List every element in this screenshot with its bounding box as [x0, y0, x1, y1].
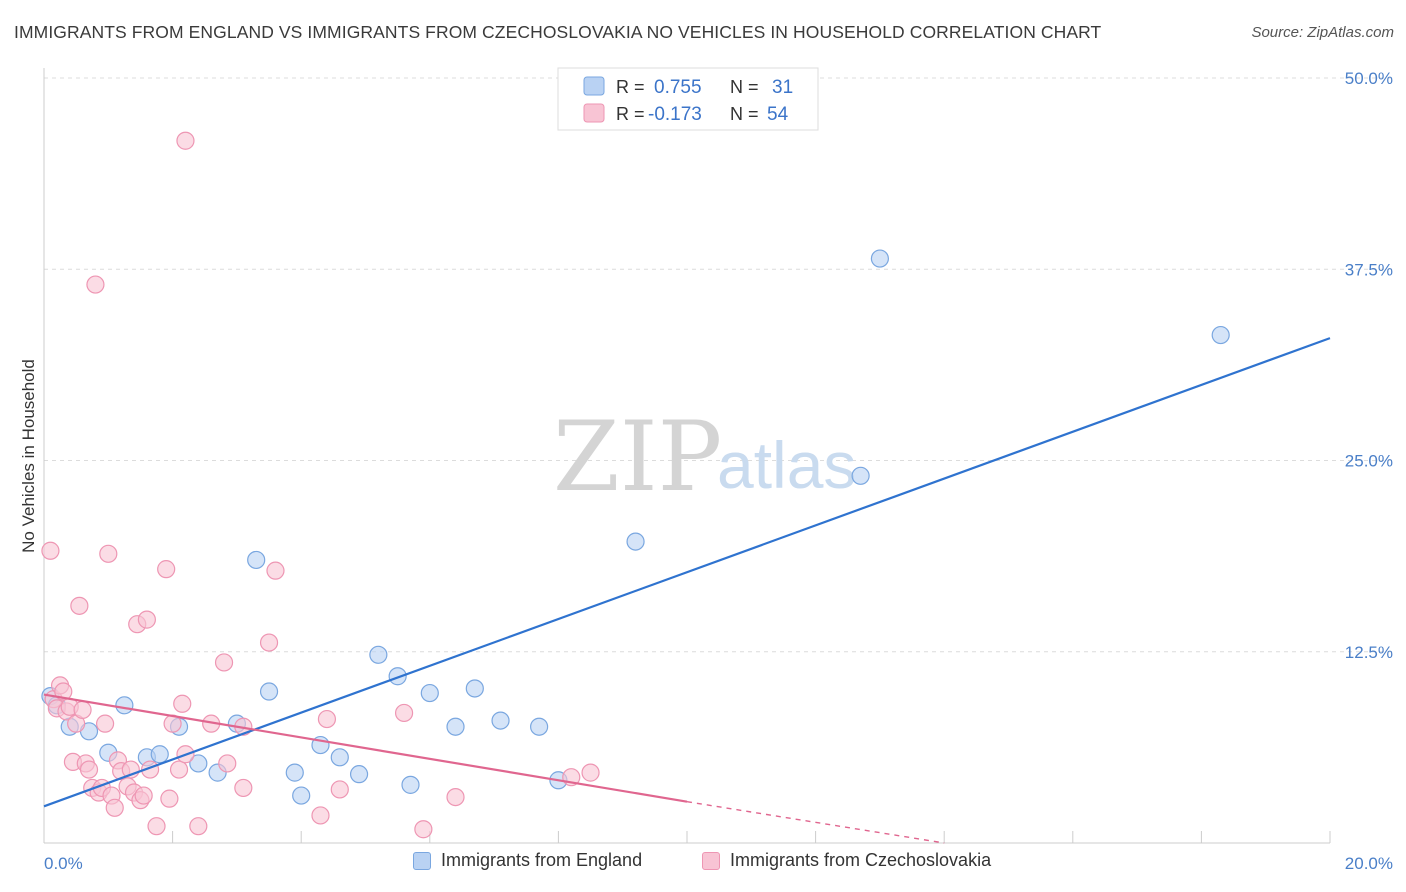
stats-legend: R = 0.755 N = 31 R = -0.173 N = 54	[557, 67, 819, 131]
watermark-zip: ZIP	[553, 401, 722, 513]
watermark: ZIP atlas	[553, 401, 856, 513]
legend-swatch-czech	[583, 103, 605, 123]
czech-trend-line	[43, 693, 688, 803]
legend-swatch-england-bottom	[413, 851, 431, 870]
legend-n-label-czech: N =	[730, 104, 759, 124]
czech-point	[79, 760, 99, 779]
y-tick-label: 12.5%	[1345, 643, 1393, 662]
england-point	[851, 466, 870, 485]
czech-point	[189, 817, 208, 836]
czech-trend-extension	[686, 800, 945, 844]
england-point	[247, 550, 266, 570]
england-point	[530, 717, 549, 736]
legend-r-value-england: 0.755	[654, 77, 702, 98]
y-tick-label: 50.0%	[1345, 69, 1393, 88]
czech-point	[54, 682, 73, 701]
trend-lines	[43, 337, 1331, 844]
england-points	[41, 249, 1230, 805]
england-point	[330, 748, 349, 767]
czech-point	[581, 763, 600, 782]
legend-item-czech: Immigrants from Czechoslovakia	[702, 850, 991, 871]
england-point	[189, 754, 208, 773]
england-point	[259, 682, 279, 701]
legend-label-england: Immigrants from England	[441, 850, 643, 870]
england-point	[115, 696, 134, 715]
legend-swatch-czech-bottom	[702, 851, 720, 870]
england-point	[369, 645, 388, 664]
legend-n-value-czech: 54	[767, 104, 789, 125]
x-tick-label-max: 20.0%	[1345, 854, 1393, 873]
england-point	[292, 786, 311, 805]
x-tick-label-min: 0.0%	[44, 854, 83, 873]
legend-label-czech: Immigrants from Czechoslovakia	[730, 850, 992, 870]
czech-point	[105, 798, 124, 817]
chart-source: Source: ZipAtlas.com	[1251, 24, 1394, 41]
czech-point	[86, 275, 105, 294]
czech-point	[41, 541, 60, 560]
czech-point	[70, 596, 89, 615]
czech-point	[259, 633, 279, 652]
watermark-atlas: atlas	[717, 428, 856, 502]
axes	[43, 68, 1330, 844]
czech-point	[330, 780, 349, 799]
czech-point	[394, 703, 414, 723]
czech-point	[160, 789, 179, 808]
legend-n-label-england: N =	[730, 77, 759, 97]
england-trend-line	[43, 337, 1331, 808]
czech-point	[169, 760, 189, 779]
england-point	[465, 679, 484, 698]
czech-point	[266, 561, 285, 580]
legend-item-england: Immigrants from England	[413, 850, 642, 871]
czech-point	[214, 653, 234, 672]
england-point	[491, 711, 510, 730]
czech-point	[73, 700, 92, 719]
england-point	[401, 775, 420, 794]
england-point	[870, 249, 890, 268]
y-axis-label: No Vehicles in Household	[19, 359, 38, 553]
england-point	[446, 717, 465, 736]
czech-point	[218, 754, 237, 773]
czech-point	[176, 131, 195, 150]
y-tick-label: 37.5%	[1345, 260, 1393, 279]
x-tick-labels: 0.0% 20.0%	[44, 854, 1393, 873]
england-point	[349, 765, 369, 784]
czech-point	[95, 714, 115, 733]
czech-point	[173, 694, 192, 713]
czech-point	[234, 778, 253, 798]
chart-title: IMMIGRANTS FROM ENGLAND VS IMMIGRANTS FR…	[14, 22, 1102, 42]
england-point	[1211, 325, 1230, 345]
england-point	[150, 745, 169, 764]
czech-points	[41, 131, 600, 839]
czech-point	[446, 787, 465, 807]
czech-point	[311, 806, 330, 825]
legend-r-value-czech: -0.173	[648, 104, 702, 125]
y-tick-label: 25.0%	[1345, 452, 1393, 471]
england-point	[285, 763, 304, 782]
czech-point	[157, 560, 176, 579]
england-point	[626, 532, 645, 551]
czech-point	[134, 786, 153, 805]
england-point	[420, 683, 439, 703]
y-tick-labels: 12.5% 25.0% 37.5% 50.0%	[1345, 69, 1393, 662]
legend-swatch-england	[583, 76, 605, 96]
legend-r-label-czech: R =	[616, 104, 645, 124]
legend-r-label-england: R =	[616, 77, 645, 97]
england-point	[388, 667, 407, 686]
czech-point	[414, 820, 433, 839]
legend-n-value-england: 31	[772, 77, 793, 98]
czech-point	[137, 610, 156, 629]
czech-point	[99, 544, 118, 563]
czech-point	[147, 817, 166, 836]
czech-point	[317, 709, 337, 729]
